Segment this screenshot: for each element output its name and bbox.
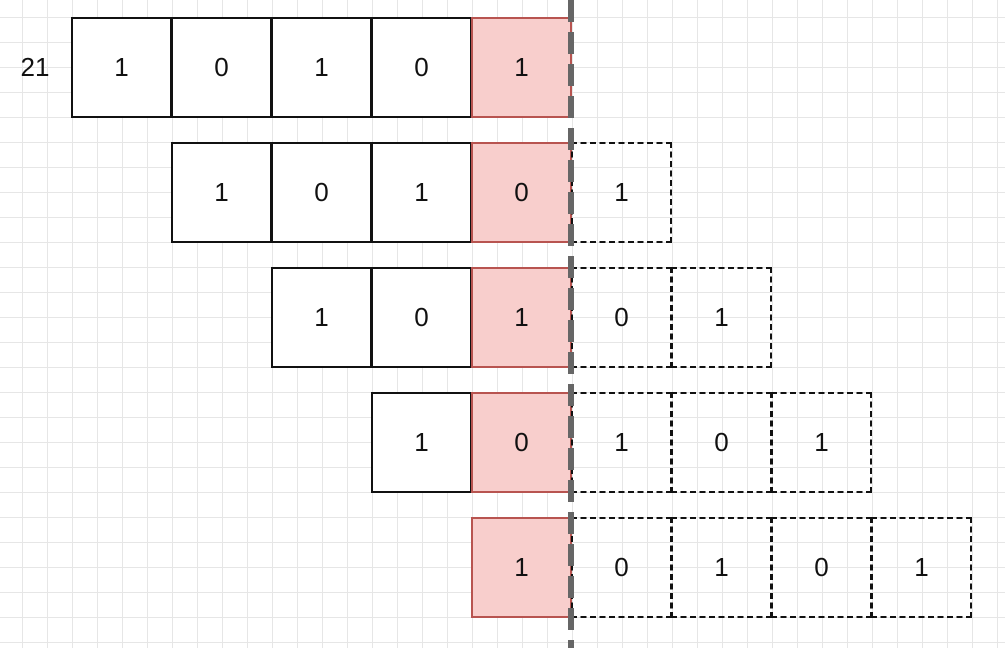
highlighted-bit-cell: 0 (471, 392, 572, 493)
bit-cell: 0 (371, 267, 472, 368)
bit-cell: 1 (171, 142, 272, 243)
shifted-out-bit-cell: 1 (571, 142, 672, 243)
highlighted-bit-cell: 0 (471, 142, 572, 243)
bit-cell: 1 (271, 267, 372, 368)
shifted-out-bit-cell: 1 (671, 517, 772, 618)
shifted-out-bit-cell: 0 (771, 517, 872, 618)
shifted-out-bit-cell: 1 (871, 517, 972, 618)
shifted-out-bit-cell: 1 (571, 392, 672, 493)
bit-cell: 1 (271, 17, 372, 118)
bit-cell: 0 (271, 142, 372, 243)
shifted-out-bit-cell: 1 (671, 267, 772, 368)
shifted-out-bit-cell: 0 (571, 267, 672, 368)
bit-cell: 1 (71, 17, 172, 118)
bit-cell: 0 (171, 17, 272, 118)
shifted-out-bit-cell: 0 (671, 392, 772, 493)
bit-cell: 1 (371, 142, 472, 243)
row-label: 21 (20, 52, 50, 82)
highlighted-bit-cell: 1 (471, 17, 572, 118)
highlighted-bit-cell: 1 (471, 517, 572, 618)
highlighted-bit-cell: 1 (471, 267, 572, 368)
bit-cell: 1 (371, 392, 472, 493)
shift-divider-line (568, 0, 574, 648)
shifted-out-bit-cell: 1 (771, 392, 872, 493)
bit-cell: 0 (371, 17, 472, 118)
shifted-out-bit-cell: 0 (571, 517, 672, 618)
